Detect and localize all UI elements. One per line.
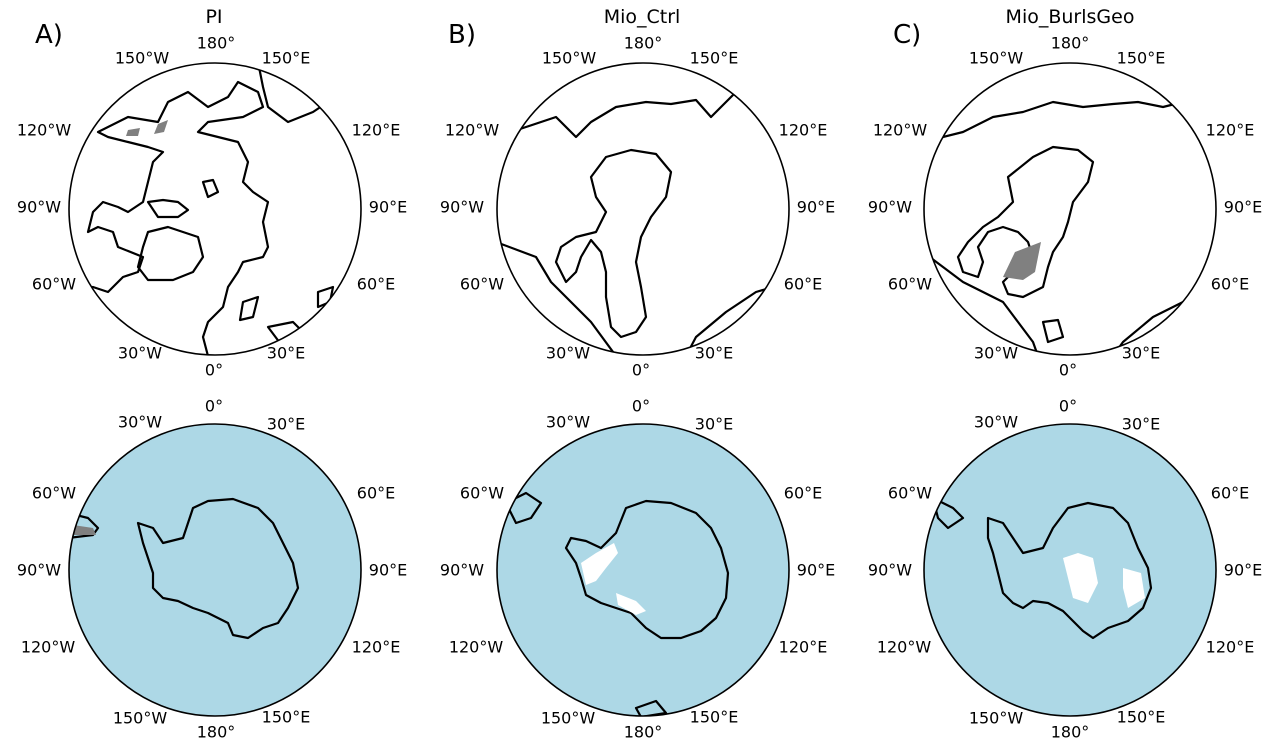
lon-label: 0° <box>1058 396 1078 416</box>
north-polar-map-mio-burlsgeo <box>923 62 1217 356</box>
lon-label: 120°E <box>1205 120 1255 140</box>
lon-label: 180° <box>623 33 663 53</box>
lon-label: 150°W <box>968 708 1024 728</box>
lon-label: 60°E <box>356 274 396 294</box>
lon-label: 150°E <box>689 48 739 68</box>
lon-label: 60°W <box>459 483 505 503</box>
lon-label: 150°W <box>112 708 168 728</box>
lon-label: 150°E <box>1116 707 1166 727</box>
lon-label: 30°W <box>117 343 163 363</box>
lon-label: 90°W <box>867 560 913 580</box>
lon-label: 30°E <box>266 343 306 363</box>
south-polar-map-mio-burlsgeo <box>923 423 1217 717</box>
lon-label: 180° <box>1050 33 1090 53</box>
panel-title-mio-ctrl: Mio_Ctrl <box>603 6 681 28</box>
south-polar-map-pi <box>68 423 362 717</box>
lon-label: 30°E <box>694 343 734 363</box>
lon-label: 90°E <box>796 197 836 217</box>
lon-label: 120°W <box>444 120 500 140</box>
lon-label: 60°W <box>31 483 77 503</box>
lon-label: 90°E <box>1223 560 1263 580</box>
lon-label: 120°E <box>778 120 828 140</box>
lon-label: 150°W <box>541 48 597 68</box>
panel-letter-b: B) <box>448 20 476 50</box>
lon-label: 90°W <box>439 560 485 580</box>
lon-label: 30°W <box>973 343 1019 363</box>
lon-label: 60°E <box>783 274 823 294</box>
lon-label: 150°E <box>261 48 311 68</box>
lon-label: 60°E <box>1210 274 1250 294</box>
lon-label: 90°W <box>867 197 913 217</box>
lon-label: 120°E <box>351 120 401 140</box>
panel-title-pi: PI <box>205 6 223 28</box>
lon-label: 90°W <box>439 197 485 217</box>
lon-label: 60°E <box>356 483 396 503</box>
lon-label: 120°E <box>1205 637 1255 657</box>
lon-label: 90°E <box>368 197 408 217</box>
lon-label: 180° <box>196 33 236 53</box>
lon-label: 120°W <box>872 120 928 140</box>
panel-letter-c: C) <box>893 20 922 50</box>
lon-label: 0° <box>204 396 224 416</box>
lon-label: 60°W <box>31 274 77 294</box>
lon-label: 90°W <box>16 560 62 580</box>
lon-label: 0° <box>631 396 651 416</box>
lon-label: 30°W <box>117 412 163 432</box>
lon-label: 30°E <box>1121 414 1161 434</box>
panel-title-mio-burlsgeo: Mio_BurlsGeo <box>1005 6 1135 28</box>
lon-label: 90°E <box>1223 197 1263 217</box>
lon-label: 30°E <box>266 414 306 434</box>
lon-label: 150°W <box>114 48 170 68</box>
lon-label: 30°W <box>545 412 591 432</box>
panel-letter-a: A) <box>35 20 63 50</box>
lon-label: 60°E <box>783 483 823 503</box>
lon-label: 120°W <box>448 637 504 657</box>
lon-label: 180° <box>623 722 663 742</box>
lon-label: 150°W <box>968 48 1024 68</box>
lon-label: 150°W <box>540 708 596 728</box>
lon-label: 150°E <box>1116 48 1166 68</box>
lon-label: 180° <box>1050 722 1090 742</box>
lon-label: 60°E <box>1210 483 1250 503</box>
lon-label: 0° <box>1058 360 1078 380</box>
lon-label: 120°E <box>351 637 401 657</box>
lon-label: 60°W <box>887 274 933 294</box>
lon-label: 90°E <box>368 560 408 580</box>
south-polar-map-mio-ctrl <box>496 423 790 717</box>
lon-label: 30°E <box>1121 343 1161 363</box>
north-polar-map-pi <box>68 62 362 356</box>
lon-label: 90°E <box>796 560 836 580</box>
lon-label: 60°W <box>459 274 505 294</box>
lon-label: 120°E <box>778 637 828 657</box>
lon-label: 60°W <box>887 483 933 503</box>
lon-label: 30°W <box>973 412 1019 432</box>
lon-label: 150°E <box>689 707 739 727</box>
lon-label: 120°W <box>876 637 932 657</box>
lon-label: 30°W <box>545 343 591 363</box>
lon-label: 120°W <box>20 637 76 657</box>
lon-label: 150°E <box>261 707 311 727</box>
lon-label: 0° <box>204 360 224 380</box>
lon-label: 90°W <box>16 197 62 217</box>
lon-label: 120°W <box>16 120 72 140</box>
lon-label: 180° <box>196 722 236 742</box>
lon-label: 30°E <box>694 414 734 434</box>
lon-label: 0° <box>631 360 651 380</box>
north-polar-map-mio-ctrl <box>496 62 790 356</box>
